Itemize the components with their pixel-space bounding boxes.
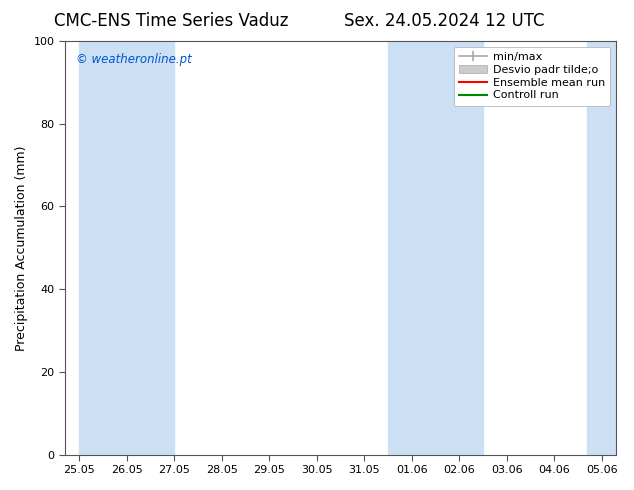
Text: Sex. 24.05.2024 12 UTC: Sex. 24.05.2024 12 UTC: [344, 12, 544, 30]
Legend: min/max, Desvio padr tilde;o, Ensemble mean run, Controll run: min/max, Desvio padr tilde;o, Ensemble m…: [454, 47, 611, 106]
Bar: [587, 41, 634, 455]
Bar: [388, 41, 483, 455]
Text: © weatheronline.pt: © weatheronline.pt: [76, 53, 191, 67]
Text: CMC-ENS Time Series Vaduz: CMC-ENS Time Series Vaduz: [54, 12, 288, 30]
Bar: [79, 41, 174, 455]
Y-axis label: Precipitation Accumulation (mm): Precipitation Accumulation (mm): [15, 145, 28, 350]
